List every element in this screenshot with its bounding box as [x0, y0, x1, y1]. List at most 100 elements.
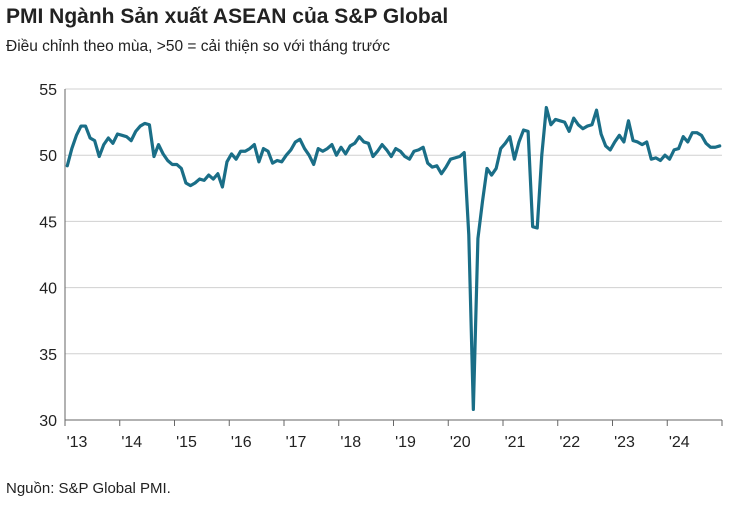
gridlines	[65, 88, 722, 355]
data-point	[700, 134, 703, 137]
data-point	[230, 152, 233, 155]
data-point	[294, 140, 297, 143]
data-point	[568, 130, 571, 133]
data-point	[677, 147, 680, 150]
data-point	[111, 142, 114, 145]
data-point	[495, 167, 498, 170]
data-point	[422, 146, 425, 149]
data-point	[344, 152, 347, 155]
data-point	[317, 147, 320, 150]
data-point	[695, 131, 698, 134]
chart-title: PMI Ngành Sản xuất ASEAN của S&P Global	[6, 5, 449, 28]
data-point	[486, 167, 489, 170]
chart-subtitle: Điều chỉnh theo mùa, >50 = cải thiện so …	[6, 38, 390, 55]
data-point	[426, 162, 429, 165]
data-point	[714, 146, 717, 149]
data-point	[663, 154, 666, 157]
data-point	[239, 150, 242, 153]
data-point	[403, 155, 406, 158]
data-point	[257, 160, 260, 163]
data-point	[463, 151, 466, 154]
x-tick-label: '17	[286, 434, 307, 451]
data-point	[285, 154, 288, 157]
data-point	[335, 154, 338, 157]
data-point	[235, 158, 238, 161]
data-point	[221, 185, 224, 188]
data-point	[321, 150, 324, 153]
x-tick-label: '15	[176, 434, 197, 451]
data-point	[340, 146, 343, 149]
data-point	[244, 150, 247, 153]
data-point	[709, 146, 712, 149]
data-point	[508, 135, 511, 138]
data-point	[189, 184, 192, 187]
x-tick-label: '18	[340, 434, 361, 451]
data-point	[600, 133, 603, 136]
y-tick-label: 30	[39, 413, 57, 430]
data-point	[454, 156, 457, 159]
data-point	[686, 140, 689, 143]
data-point	[207, 174, 210, 177]
data-point	[394, 147, 397, 150]
data-point	[435, 164, 438, 167]
data-point	[271, 162, 274, 165]
axes	[64, 89, 723, 426]
data-point	[490, 174, 493, 177]
data-point	[75, 134, 78, 137]
data-point	[472, 408, 475, 411]
data-point	[93, 139, 96, 142]
data-point	[549, 123, 552, 126]
data-point	[125, 135, 128, 138]
data-point	[622, 140, 625, 143]
data-point	[362, 140, 365, 143]
y-tick-label: 50	[39, 148, 57, 165]
data-point	[431, 166, 434, 169]
x-tick-label: '13	[67, 434, 88, 451]
data-point	[166, 159, 169, 162]
data-point	[308, 154, 311, 157]
data-point	[563, 121, 566, 124]
data-point	[121, 134, 124, 137]
data-point	[531, 225, 534, 228]
data-point	[276, 159, 279, 162]
data-point	[143, 122, 146, 125]
data-point	[650, 158, 653, 161]
data-point	[289, 148, 292, 151]
data-point	[504, 142, 507, 145]
data-point	[203, 179, 206, 182]
data-point	[645, 140, 648, 143]
data-point	[613, 140, 616, 143]
data-point	[609, 148, 612, 151]
data-point	[267, 150, 270, 153]
data-point	[540, 154, 543, 157]
series-line-pmi	[65, 105, 722, 412]
data-point	[330, 143, 333, 146]
data-point	[253, 143, 256, 146]
data-point	[303, 147, 306, 150]
data-point	[180, 167, 183, 170]
data-point	[376, 150, 379, 153]
data-point	[705, 142, 708, 145]
data-point	[184, 182, 187, 185]
data-point	[572, 117, 575, 120]
data-point	[216, 172, 219, 175]
data-point	[417, 148, 420, 151]
data-point	[280, 160, 283, 163]
data-point	[312, 163, 315, 166]
data-point	[399, 150, 402, 153]
data-point	[157, 143, 160, 146]
data-point	[636, 140, 639, 143]
data-point	[641, 143, 644, 146]
data-point	[66, 164, 69, 167]
data-point	[554, 118, 557, 121]
data-point	[225, 160, 228, 163]
data-point	[171, 163, 174, 166]
data-point	[116, 133, 119, 136]
data-point	[627, 119, 630, 122]
y-tick-label: 45	[39, 214, 57, 231]
data-point	[673, 148, 676, 151]
data-point	[481, 200, 484, 203]
data-point	[458, 155, 461, 158]
data-point	[152, 155, 155, 158]
data-point	[79, 125, 82, 128]
